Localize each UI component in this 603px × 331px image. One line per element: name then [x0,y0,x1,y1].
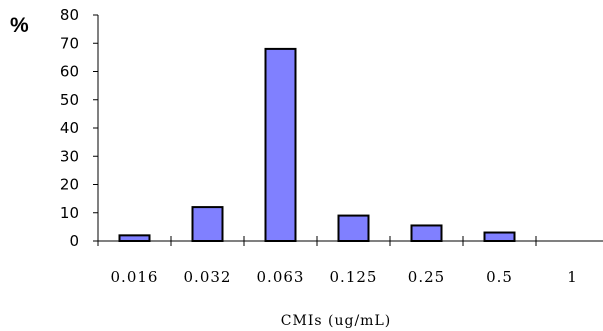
bar [264,47,297,243]
y-tick-label: 50 [60,91,79,109]
x-tick-label: 0.063 [257,268,305,286]
bar [483,231,516,242]
x-tick-label: 0.5 [486,268,513,286]
y-axis-label: % [10,14,29,37]
x-tick-label: 0.016 [111,268,159,286]
bar [191,206,224,243]
y-tick-label: 40 [60,119,79,137]
y-tick-label: 30 [60,147,79,165]
x-axis-label: CMIs (ug/mL) [281,313,391,329]
x-tick-label: 0.032 [184,268,232,286]
bar [410,224,443,242]
x-tick-label: 0.25 [408,268,445,286]
y-axis: 0 10 20 30 40 50 60 70 80 [60,6,99,250]
bar [118,234,151,243]
bar [337,214,370,242]
y-tick-label: 80 [60,6,79,24]
y-tick-label: 20 [60,176,79,194]
bars [118,47,516,243]
y-tick-label: 0 [69,232,79,250]
x-axis: 0.016 0.032 0.063 0.125 0.25 0.5 1 [97,236,603,286]
x-tick-label: 1 [567,268,578,286]
x-tick-label: 0.125 [330,268,378,286]
y-tick-label: 70 [60,34,79,52]
y-tick-label: 60 [60,63,79,81]
y-tick-label: 10 [60,204,79,222]
